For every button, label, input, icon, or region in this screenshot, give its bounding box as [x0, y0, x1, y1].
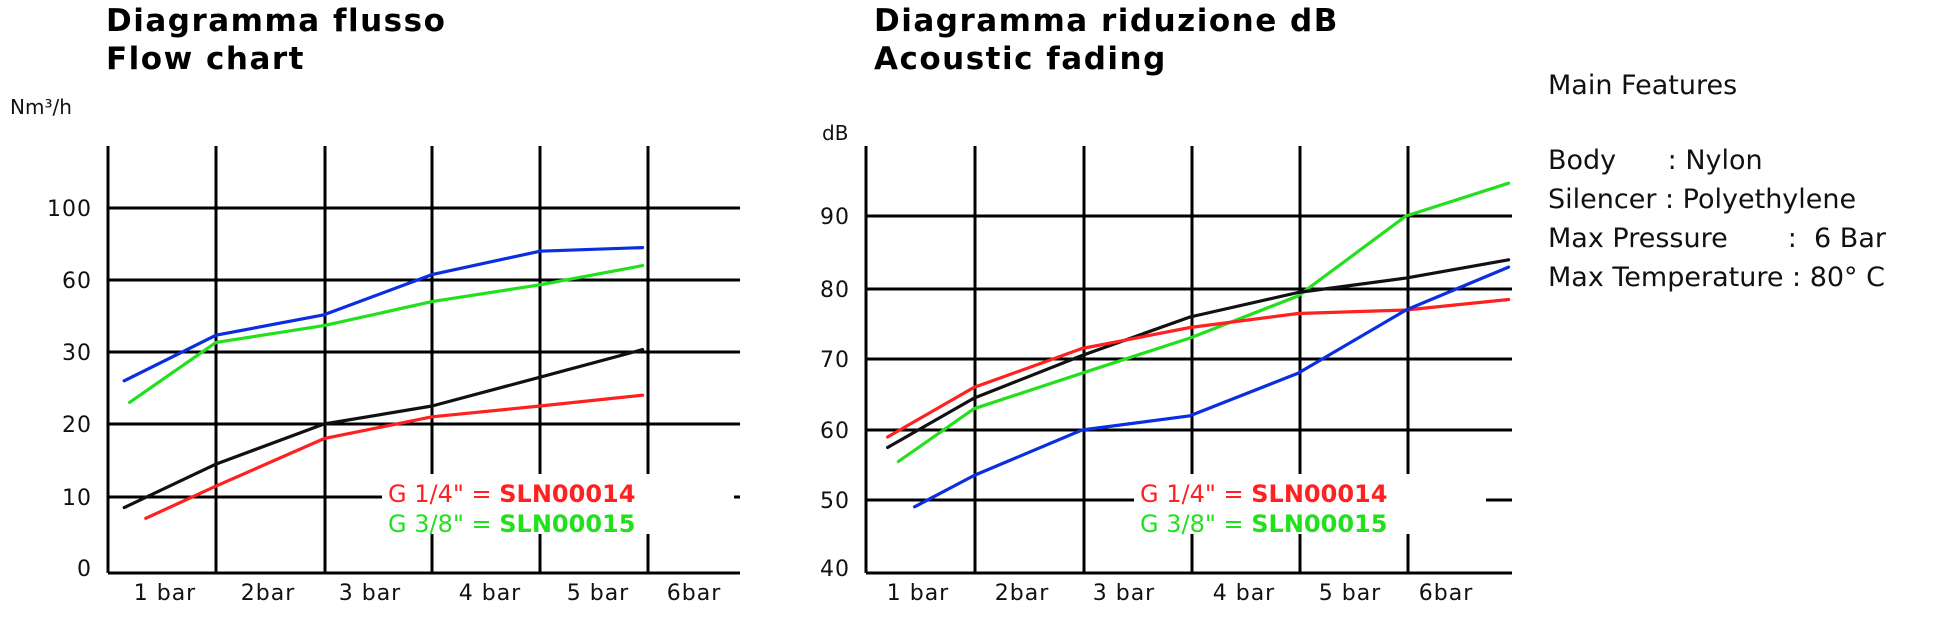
legend-product-code: SLN00014	[499, 480, 635, 508]
x-tick-label: 2bar	[241, 581, 296, 606]
y-tick-label: 100	[47, 197, 92, 222]
y-tick-label: 40	[820, 557, 850, 582]
feature-pressure: Max Pressure : 6 Bar	[1548, 223, 1886, 254]
x-tick-label: 2bar	[995, 581, 1050, 606]
legend-size-label: G 3/8" =	[388, 510, 499, 538]
main-features-panel: Main Features Body : Nylon Silencer : Po…	[1548, 66, 1886, 297]
y-axis-unit: Nm³/h	[10, 95, 72, 119]
acoustic-chart-title-line1: Diagramma riduzione dB	[874, 3, 1339, 39]
series-line	[144, 393, 645, 520]
x-tick-label: 3 bar	[1093, 581, 1155, 606]
series-line	[913, 265, 1511, 509]
legend-product-code: SLN00015	[1251, 510, 1387, 538]
y-tick-label: 50	[820, 489, 850, 514]
feature-temperature: Max Temperature : 80° C	[1548, 262, 1885, 293]
flow-chart: Nm³/h 0 10 20 30 60 100 1 bar 2bar 3 bar 4 bar 5 ba…	[10, 95, 740, 606]
feature-body: Body : Nylon	[1548, 145, 1763, 176]
y-tick-label: 60	[62, 269, 92, 294]
series-line	[122, 348, 645, 510]
flow-chart-title-line1: Diagramma flusso	[106, 3, 447, 39]
legend-entry: G 1/4" = SLN00014	[1140, 480, 1387, 508]
y-tick-label: 90	[820, 205, 850, 230]
features-heading: Main Features	[1548, 70, 1738, 101]
legend-entry: G 1/4" = SLN00014	[388, 480, 635, 508]
acoustic-chart: dB 40 50 60 70 80 90 1 bar 2bar 3 bar 4 bar 5 bar 6b…	[820, 121, 1512, 606]
legend-product-code: SLN00015	[499, 510, 635, 538]
y-tick-label: 60	[820, 419, 850, 444]
y-tick-label: 30	[62, 341, 92, 366]
legend-entry: G 3/8" = SLN00015	[388, 510, 635, 538]
y-tick-label: 10	[62, 486, 92, 511]
legend-product-code: SLN00014	[1251, 480, 1387, 508]
acoustic-chart-title-line2: Acoustic fading	[874, 41, 1167, 77]
series-line	[896, 181, 1511, 464]
legend-background	[382, 474, 734, 534]
series-line	[128, 264, 645, 404]
legend-size-label: G 1/4" =	[1140, 480, 1251, 508]
feature-silencer: Silencer : Polyethylene	[1548, 184, 1857, 215]
x-tick-label: 4 bar	[459, 581, 521, 606]
y-tick-label: 20	[62, 413, 92, 438]
flow-chart-title: Diagramma flusso Flow chart	[106, 2, 446, 78]
x-tick-label: 6bar	[1419, 581, 1474, 606]
series-line	[885, 297, 1511, 439]
x-tick-label: 6bar	[667, 581, 722, 606]
series-line	[885, 258, 1511, 450]
x-tick-label: 1 bar	[134, 581, 196, 606]
y-axis-unit: dB	[822, 121, 848, 145]
x-tick-label: 5 bar	[567, 581, 629, 606]
y-tick-label: 70	[820, 348, 850, 373]
x-tick-label: 3 bar	[339, 581, 401, 606]
y-tick-label: 80	[820, 278, 850, 303]
y-tick-label: 0	[77, 557, 92, 582]
x-tick-label: 4 bar	[1213, 581, 1275, 606]
legend-size-label: G 1/4" =	[388, 480, 499, 508]
legend-entry: G 3/8" = SLN00015	[1140, 510, 1387, 538]
legend-size-label: G 3/8" =	[1140, 510, 1251, 538]
flow-chart-title-line2: Flow chart	[106, 41, 306, 77]
series-line	[122, 246, 645, 383]
x-tick-label: 5 bar	[1319, 581, 1381, 606]
acoustic-chart-title: Diagramma riduzione dB Acoustic fading	[874, 2, 1339, 78]
legend-background	[1134, 474, 1486, 534]
x-tick-label: 1 bar	[887, 581, 949, 606]
